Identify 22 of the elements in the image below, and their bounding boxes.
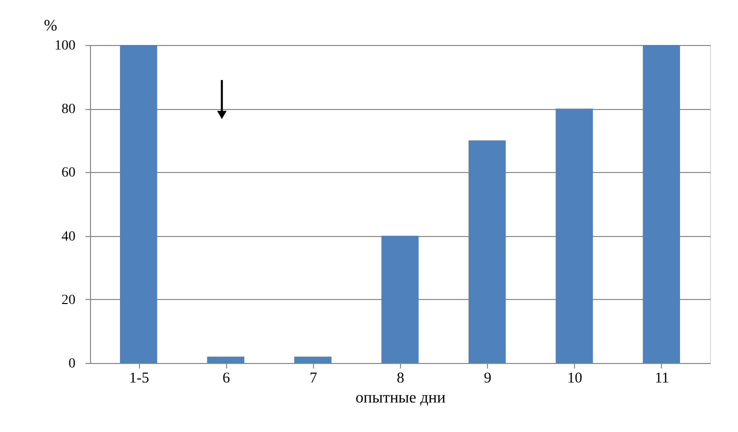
y-axis-title: % — [44, 18, 58, 34]
bar — [207, 356, 244, 363]
y-tick-label: 80 — [62, 102, 76, 118]
x-tick-label: 1-5 — [129, 370, 150, 386]
x-tick-label: 7 — [310, 370, 318, 386]
x-tick-label: 8 — [396, 370, 404, 386]
x-tick-label: 10 — [567, 370, 582, 386]
x-tick-label: 9 — [484, 370, 492, 386]
x-axis-title: опытные дни — [356, 390, 446, 406]
bar — [294, 356, 332, 363]
bar — [556, 108, 593, 363]
x-tick-label: 6 — [222, 370, 230, 386]
y-tick-label: 60 — [62, 166, 76, 181]
bar — [120, 45, 158, 363]
bar — [642, 45, 680, 363]
bar — [381, 236, 419, 363]
y-tick-label: 40 — [62, 229, 76, 244]
y-tick-label: 20 — [62, 292, 76, 308]
x-tick-label: 11 — [654, 370, 670, 386]
bar — [468, 140, 506, 363]
y-tick-label: 0 — [68, 356, 76, 372]
y-tick-label: 100 — [54, 38, 76, 54]
